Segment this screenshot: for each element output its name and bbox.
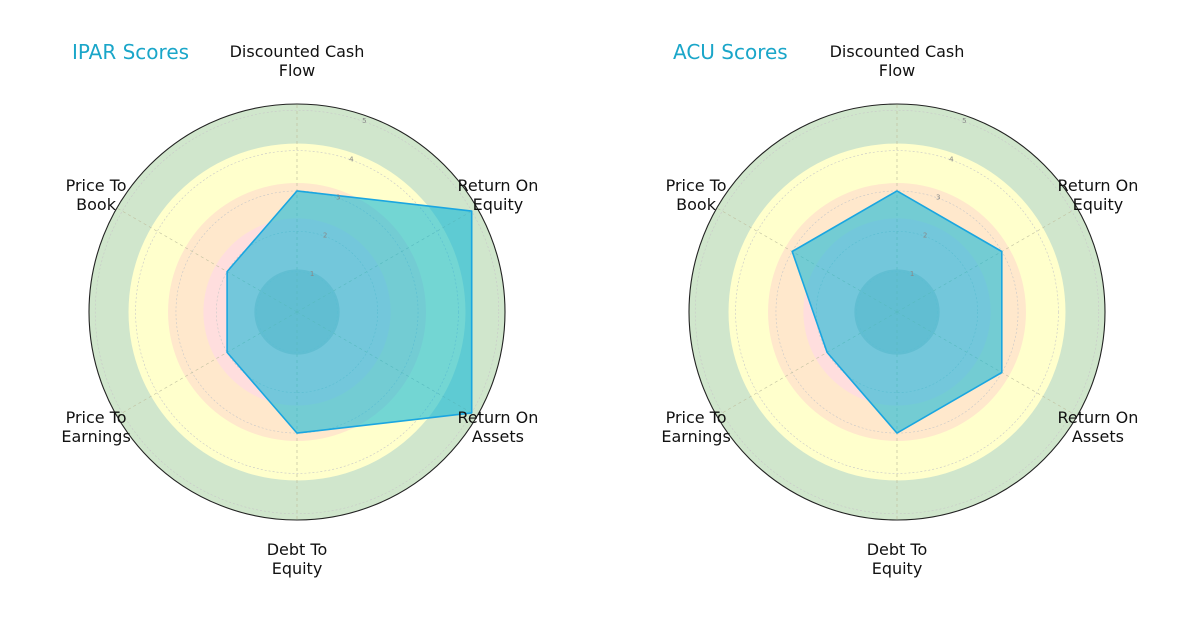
axis-label-line: Return On	[1057, 408, 1138, 427]
grid-ring	[94, 109, 500, 515]
ipar-chart-panel: IPAR Scores 1 2 3 4 5 Discounted Cash Flow Retu…	[61, 40, 538, 578]
axis-label-line: Debt To	[267, 540, 328, 559]
axis-label-line: Price To	[666, 176, 727, 195]
axis-label-line: Price To	[666, 408, 727, 427]
axis-label-line: Price To	[66, 408, 127, 427]
chart-title: IPAR Scores	[72, 40, 190, 64]
series-polygon	[226, 190, 473, 434]
tick-label: 1	[910, 270, 914, 278]
axis-label-line: Equity	[872, 559, 923, 578]
tick-label: 3	[336, 193, 340, 201]
axis-label: Return On Equity	[1057, 176, 1138, 214]
axis-label-line: Flow	[279, 61, 316, 80]
axis-label-line: Price To	[66, 176, 127, 195]
axis-label: Debt To Equity	[267, 540, 328, 578]
grid-ring	[775, 190, 1019, 434]
tick-label: 5	[362, 117, 366, 125]
axis-label-line: Book	[76, 195, 117, 214]
tick-label: 4	[349, 155, 354, 163]
axis-label-line: Debt To	[867, 540, 928, 559]
acu-chart-panel: ACU Scores 1 2 3 4 5 Discounted Cash Flow Retur…	[600, 0, 1200, 625]
axis-label-line: Return On	[1057, 176, 1138, 195]
outer-border	[688, 103, 1106, 521]
axis-label: Return On Equity	[457, 176, 538, 214]
grid-spoke	[716, 311, 898, 417]
axis-label: Price To Earnings	[61, 408, 130, 446]
axis-label-line: Discounted Cash	[830, 42, 965, 61]
axis-label-line: Equity	[473, 195, 524, 214]
axis-label: Discounted Cash Flow	[830, 42, 965, 80]
axis-label-line: Earnings	[61, 427, 130, 446]
axis-label: Return On Assets	[1057, 408, 1138, 446]
axis-label: Price To Earnings	[661, 408, 730, 446]
outer-border	[88, 103, 506, 521]
grid-spoke	[116, 207, 298, 313]
grid-ring	[735, 150, 1059, 474]
chart-title: ACU Scores	[673, 40, 788, 64]
axis-label-line: Assets	[1072, 427, 1124, 446]
series-polygon	[791, 190, 1003, 434]
axis-label-line: Assets	[472, 427, 524, 446]
axis-label: Price To Book	[66, 176, 127, 214]
axis-label-line: Book	[676, 195, 717, 214]
axis-label-line: Return On	[457, 176, 538, 195]
grid-ring	[694, 109, 1100, 515]
axis-label-line: Return On	[457, 408, 538, 427]
tick-label: 4	[949, 155, 954, 163]
axis-label: Price To Book	[666, 176, 727, 214]
axis-label-line: Earnings	[661, 427, 730, 446]
axis-label: Discounted Cash Flow	[230, 42, 365, 80]
tick-label: 2	[323, 232, 327, 240]
axis-label: Return On Assets	[457, 408, 538, 446]
axis-label-line: Equity	[272, 559, 323, 578]
axis-label-line: Discounted Cash	[230, 42, 365, 61]
grid-spoke	[116, 311, 298, 417]
tick-label: 3	[936, 193, 940, 201]
tick-label: 1	[310, 270, 314, 278]
tick-label: 2	[923, 232, 927, 240]
axis-label: Debt To Equity	[867, 540, 928, 578]
axis-label-line: Equity	[1073, 195, 1124, 214]
tick-label: 5	[962, 117, 966, 125]
axis-label-line: Flow	[879, 61, 916, 80]
